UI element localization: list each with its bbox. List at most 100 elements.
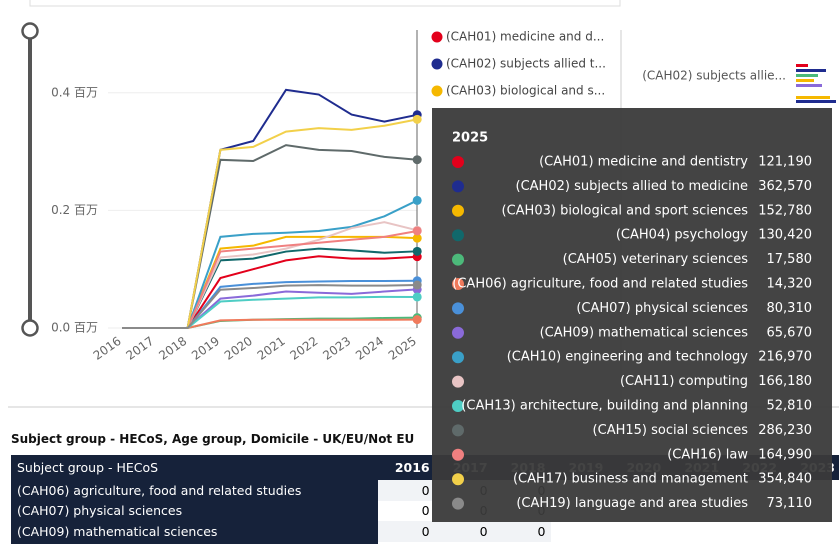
tooltip-label: (CAH07) physical sciences	[576, 301, 748, 316]
legend-marker	[431, 58, 443, 70]
header-cell: 2016	[394, 460, 430, 475]
tooltip-value: 152,780	[758, 203, 812, 218]
tooltip-label: (CAH10) engineering and technology	[507, 350, 749, 365]
tooltip-label: (CAH06) agriculture, food and related st…	[452, 277, 748, 292]
table-cell: 0	[537, 523, 546, 539]
tooltip-value: 216,970	[758, 350, 812, 365]
tooltip-label: (CAH01) medicine and dentistry	[539, 155, 748, 170]
side-bars	[796, 64, 836, 103]
series-line	[122, 295, 418, 329]
table-cell: 0	[421, 503, 430, 519]
series-line	[122, 230, 418, 329]
hover-point	[412, 155, 422, 165]
header-cell: Subject group - HECoS	[17, 460, 159, 475]
tooltip-label: (CAH13) architecture, building and plann…	[461, 399, 748, 414]
tooltip-value: 17,580	[767, 252, 813, 267]
tooltip-label: (CAH15) social sciences	[593, 423, 749, 438]
y-tick-label: 0.2 百万	[51, 203, 98, 217]
tooltip-marker	[452, 473, 464, 486]
legend-label: (CAH02) subjects allied t...	[446, 57, 606, 71]
tooltip-value: 80,310	[767, 301, 813, 316]
tooltip-label: (CAH09) mathematical sciences	[540, 325, 749, 340]
tooltip-marker	[452, 278, 464, 290]
series-line	[122, 247, 418, 329]
tooltip-label: (CAH16) law	[667, 447, 748, 462]
x-tick-label: 2019	[189, 334, 222, 363]
tooltip-label: (CAH19) language and area studies	[516, 496, 748, 511]
hover-point	[412, 195, 422, 205]
tooltip-marker	[452, 204, 464, 217]
tooltip-label: (CAH03) biological and sport sciences	[502, 203, 749, 218]
legend-label: (CAH01) medicine and d...	[446, 30, 604, 44]
table-cell: 0	[479, 523, 488, 539]
x-tick-label: 2025	[386, 334, 419, 363]
x-tick-label: 2024	[353, 334, 386, 363]
table-cell: (CAH07) physical sciences	[11, 500, 378, 521]
x-tick-label: 2023	[320, 334, 353, 363]
table-cell: (CAH06) agriculture, food and related st…	[11, 480, 378, 501]
tooltip-value: 164,990	[758, 447, 812, 462]
tooltip-label: (CAH02) subjects allied to medicine	[516, 179, 748, 194]
tooltip-value: 166,180	[758, 374, 812, 389]
table-cell: (CAH09) mathematical sciences	[11, 521, 378, 542]
tooltip-label: (CAH17) business and management	[513, 472, 748, 487]
x-tick-label: 2020	[222, 334, 255, 363]
tooltip-title: 2025	[452, 131, 488, 146]
tooltip-marker	[452, 497, 464, 510]
table-title: Subject group - HECoS, Age group, Domici…	[11, 432, 415, 446]
tooltip-marker	[452, 229, 464, 242]
y-tick-label: 0.0 百万	[51, 321, 98, 335]
x-tick-label: 2021	[255, 334, 288, 363]
table-cell: (CAH10) engineering and technology	[11, 541, 378, 544]
legend-marker	[431, 85, 443, 97]
hover-point	[412, 233, 422, 243]
tooltip-marker	[452, 448, 464, 461]
series-line	[122, 279, 418, 329]
tooltip-bg	[432, 108, 832, 522]
tooltip-label: (CAH05) veterinary sciences	[563, 252, 749, 267]
hover-point	[412, 280, 422, 290]
tooltip-marker	[452, 302, 464, 315]
tooltip-value: 73,110	[767, 496, 813, 511]
table-row: (CAH10) engineering and technology000	[11, 541, 839, 544]
tooltip-label: (CAH04) psychology	[616, 228, 748, 243]
tooltip-value: 65,670	[767, 325, 813, 340]
tooltip-marker	[452, 375, 464, 388]
tooltip-value: 52,810	[767, 399, 813, 414]
tooltip-value: 354,840	[758, 472, 812, 487]
slider-handle[interactable]	[21, 319, 39, 337]
slider-handle[interactable]	[21, 22, 39, 40]
tooltip-marker	[452, 156, 464, 168]
legend-marker	[431, 31, 443, 43]
x-tick-label: 2016	[91, 334, 124, 363]
tooltip-marker	[452, 180, 464, 193]
tooltip-value: 362,570	[758, 179, 812, 194]
hover-point	[412, 226, 422, 236]
series-line	[122, 318, 418, 329]
top-panel	[29, 0, 621, 7]
tooltip-value: 286,230	[758, 423, 812, 438]
hover-point	[412, 315, 422, 325]
x-tick-label: 2017	[123, 334, 156, 363]
legend-label: (CAH03) biological and s...	[446, 84, 605, 98]
tooltip-marker	[452, 351, 464, 364]
tooltip-marker	[452, 424, 464, 437]
tooltip-value: 130,420	[758, 228, 812, 243]
table-cell: 0	[421, 523, 430, 539]
table-cell: 0	[421, 482, 430, 498]
series-line	[122, 288, 418, 329]
side-label: (CAH02) subjects allie...	[642, 69, 786, 83]
x-tick-label: 2018	[156, 334, 189, 363]
table-row: (CAH09) mathematical sciences 0 0 0	[11, 521, 839, 542]
hover-point	[412, 246, 422, 256]
tooltip-marker	[452, 253, 464, 266]
tooltip-value: 121,190	[758, 155, 812, 170]
hover-point	[412, 292, 422, 302]
tooltip-marker	[452, 326, 464, 339]
series-line	[122, 284, 418, 329]
hover-point	[412, 114, 422, 124]
x-tick-label: 2022	[287, 334, 320, 363]
tooltip-value: 14,320	[767, 277, 813, 292]
